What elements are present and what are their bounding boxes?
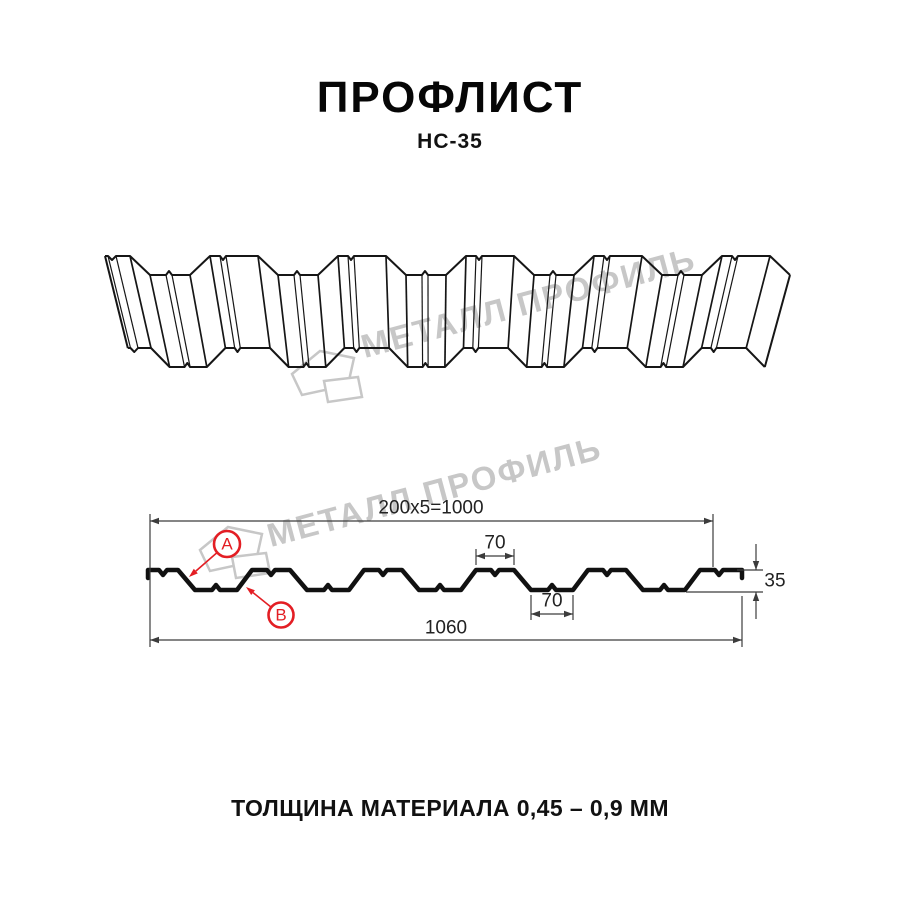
dimension-arrowhead [150,517,159,525]
fold-line [644,274,663,368]
dim-label-profile-height: 35 [764,570,786,592]
fold-line [317,274,327,368]
fold-line [541,274,551,368]
fold-line [660,274,679,368]
fold-line [546,274,557,368]
callout-a-circle [212,529,242,559]
fold-line [107,255,132,349]
callout-b-label: B [275,605,287,625]
fold-line [715,255,739,349]
callout-arrows [189,529,295,629]
fold-line [745,255,771,349]
fold-line [444,274,447,368]
dimension-arrowhead [150,636,159,644]
fold-line [129,255,152,349]
profile-outline [145,567,745,593]
thickness-note: ТОЛЩИНА МАТЕРИАЛА 0,45 – 0,9 ММ [231,795,669,821]
dimension-arrowhead [505,552,514,560]
fold-line [299,274,310,368]
brand-logo-shape [322,375,364,404]
fold-line [293,274,305,368]
brand-logo [290,349,364,404]
fold-line [171,274,191,368]
sheet-near-edge [127,347,766,368]
sheet-far-edge [105,255,791,276]
dimension-arrowhead [476,552,485,560]
fold-line [591,255,605,349]
dim-label-overall-width: 1060 [424,617,468,639]
dim-label-valley-width: 70 [541,590,563,612]
fold-line [477,255,483,349]
dimension-arrowhead [752,592,760,601]
fold-line [337,255,346,349]
callout-a-arrow [195,551,218,572]
dim-label-crest-width: 70 [484,532,506,554]
fold-line [219,255,236,349]
page-title: ПРОФЛИСТ [316,73,584,122]
dimension-arrowhead [564,610,573,618]
fold-line [165,274,186,368]
fold-line [225,255,241,349]
dim-label-pitch: 200x5=1000 [378,497,484,519]
callout-b-circle [267,601,295,629]
dimension-arrowhead [531,610,540,618]
callout-a-label: A [221,534,233,554]
fold-line [104,255,129,349]
fold-line [353,255,360,349]
fold-line [115,255,139,349]
fold-line [189,274,208,368]
callout-b-arrow [252,591,272,608]
dimension-arrowhead [752,561,760,570]
fold-line [700,255,723,349]
fold-line [209,255,227,349]
cross-section [145,567,745,593]
fold-line [347,255,355,349]
fold-line [462,255,467,349]
fold-line [525,274,535,368]
callout-a-arrowhead [189,568,198,577]
dimension-arrowhead [733,636,742,644]
fold-line [763,274,791,368]
fold-line [472,255,477,349]
fold-line [421,274,424,368]
callout-b-arrowhead [246,587,255,595]
fold-line [626,255,643,349]
fold-line [385,255,390,349]
fold-line [596,255,611,349]
fold-line [405,274,409,368]
fold-line [665,274,685,368]
profile-3d-view [104,255,791,368]
fold-line [682,274,703,368]
fold-line [257,255,271,349]
fold-line [277,274,290,368]
dimension-lines [149,514,763,647]
dimension-arrowhead [704,517,713,525]
fold-line [507,255,515,349]
profile-code: НС-35 [417,130,483,153]
fold-line [149,274,171,368]
fold-line [710,255,733,349]
fold-line [563,274,575,368]
fold-line [581,255,595,349]
